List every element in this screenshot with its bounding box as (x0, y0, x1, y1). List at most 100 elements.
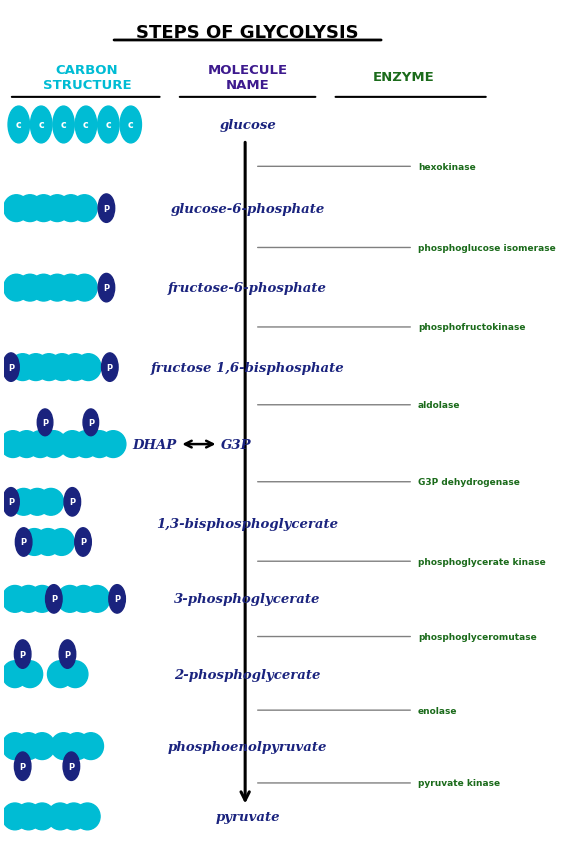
Ellipse shape (3, 196, 29, 222)
Text: MOLECULE
NAME: MOLECULE NAME (208, 63, 287, 92)
Text: c: c (61, 121, 66, 130)
Ellipse shape (31, 196, 56, 222)
Ellipse shape (60, 431, 85, 458)
Text: fructose 1,6-bisphosphate: fructose 1,6-bisphosphate (151, 361, 344, 374)
Circle shape (14, 752, 31, 781)
Ellipse shape (16, 803, 41, 830)
Text: STEPS OF GLYCOLYSIS: STEPS OF GLYCOLYSIS (136, 24, 359, 42)
Circle shape (109, 585, 125, 614)
Text: G3P dehydrogenase: G3P dehydrogenase (418, 478, 520, 487)
Text: P: P (114, 595, 120, 603)
Ellipse shape (38, 489, 64, 516)
Text: phosphoenolpyruvate: phosphoenolpyruvate (168, 739, 327, 753)
Text: phosphofructokinase: phosphofructokinase (418, 323, 526, 332)
Ellipse shape (28, 431, 53, 458)
Ellipse shape (48, 661, 73, 688)
Text: phosphoglyceromutase: phosphoglyceromutase (418, 632, 537, 641)
Text: P: P (88, 419, 94, 427)
Ellipse shape (57, 586, 83, 613)
Circle shape (83, 409, 99, 436)
Text: c: c (39, 121, 44, 130)
Circle shape (75, 107, 96, 143)
Circle shape (120, 107, 141, 143)
Text: 1,3-bisphosphoglycerate: 1,3-bisphosphoglycerate (156, 517, 338, 530)
Ellipse shape (2, 733, 28, 760)
Ellipse shape (18, 196, 43, 222)
Ellipse shape (35, 529, 61, 555)
Ellipse shape (2, 803, 28, 830)
Circle shape (63, 752, 79, 781)
Ellipse shape (16, 733, 41, 760)
Ellipse shape (29, 733, 55, 760)
Text: P: P (8, 498, 14, 506)
Text: enolase: enolase (418, 706, 458, 715)
Circle shape (31, 107, 52, 143)
Ellipse shape (2, 661, 28, 688)
Text: c: c (83, 121, 89, 130)
Circle shape (8, 107, 29, 143)
Text: 2-phosphoglycerate: 2-phosphoglycerate (175, 668, 321, 681)
Text: P: P (65, 650, 70, 659)
Text: ENZYME: ENZYME (373, 71, 434, 84)
Text: c: c (128, 121, 134, 130)
Ellipse shape (18, 275, 43, 301)
Circle shape (59, 640, 76, 668)
Ellipse shape (29, 803, 55, 830)
Ellipse shape (48, 803, 73, 830)
Ellipse shape (2, 586, 28, 613)
Circle shape (53, 107, 74, 143)
Ellipse shape (45, 196, 70, 222)
Text: P: P (51, 595, 57, 603)
Circle shape (15, 528, 32, 556)
Text: fructose-6-phosphate: fructose-6-phosphate (168, 282, 327, 295)
Ellipse shape (10, 354, 35, 381)
Text: CARBON
STRUCTURE: CARBON STRUCTURE (43, 63, 131, 92)
Ellipse shape (11, 489, 36, 516)
Ellipse shape (45, 275, 70, 301)
Ellipse shape (76, 354, 101, 381)
Text: phosphoglycerate kinase: phosphoglycerate kinase (418, 557, 545, 566)
Text: P: P (8, 363, 14, 372)
Ellipse shape (14, 431, 39, 458)
Ellipse shape (49, 529, 74, 555)
Text: P: P (107, 363, 113, 372)
Text: glucose-6-phosphate: glucose-6-phosphate (171, 203, 325, 215)
Ellipse shape (0, 431, 26, 458)
Text: DHAP: DHAP (133, 438, 177, 451)
Ellipse shape (29, 586, 55, 613)
Text: G3P: G3P (221, 438, 251, 451)
Text: P: P (103, 204, 109, 214)
Ellipse shape (62, 354, 88, 381)
Text: aldolase: aldolase (418, 401, 460, 410)
Circle shape (98, 274, 115, 302)
Circle shape (98, 195, 115, 223)
Ellipse shape (16, 586, 41, 613)
Circle shape (98, 107, 119, 143)
Circle shape (14, 640, 31, 668)
Ellipse shape (100, 431, 126, 458)
Ellipse shape (24, 489, 50, 516)
Ellipse shape (78, 733, 104, 760)
Text: pyruvate kinase: pyruvate kinase (418, 778, 500, 787)
Circle shape (3, 354, 19, 381)
Ellipse shape (71, 586, 96, 613)
Ellipse shape (62, 661, 88, 688)
Text: hexokinase: hexokinase (418, 163, 476, 171)
Text: glucose: glucose (219, 119, 276, 132)
Text: phosphoglucose isomerase: phosphoglucose isomerase (418, 244, 556, 252)
Circle shape (3, 488, 19, 517)
Ellipse shape (49, 354, 75, 381)
Text: 3-phosphoglycerate: 3-phosphoglycerate (175, 592, 321, 606)
Ellipse shape (41, 431, 66, 458)
Ellipse shape (61, 803, 86, 830)
Circle shape (45, 585, 62, 614)
Text: P: P (69, 498, 75, 506)
Ellipse shape (84, 586, 110, 613)
Ellipse shape (87, 431, 112, 458)
Ellipse shape (72, 196, 97, 222)
Text: P: P (68, 762, 74, 771)
Circle shape (101, 354, 118, 381)
Text: pyruvate: pyruvate (215, 810, 280, 823)
Ellipse shape (72, 275, 97, 301)
Text: P: P (103, 284, 109, 293)
